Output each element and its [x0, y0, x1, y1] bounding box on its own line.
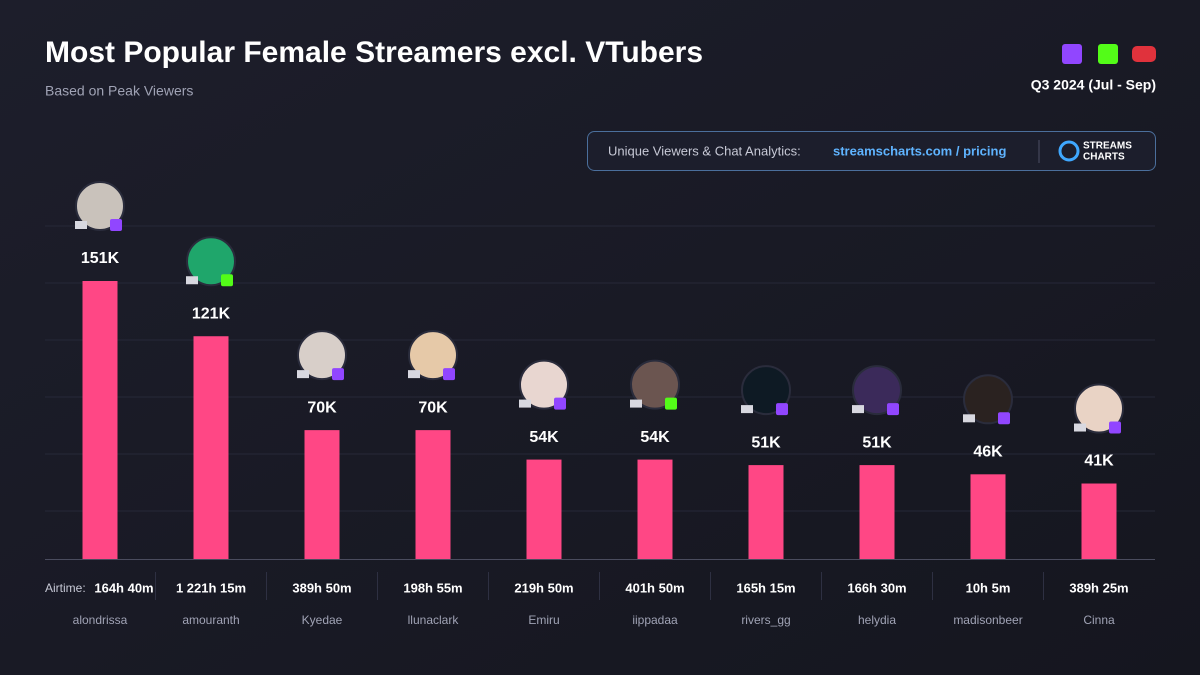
- airtime: 389h 25m: [1069, 580, 1128, 595]
- platform-badge: [998, 412, 1010, 425]
- x-tick-label: rivers_gg: [741, 613, 790, 627]
- flag: [297, 370, 309, 379]
- x-tick-label: Cinna: [1083, 613, 1115, 627]
- platform-badge: [776, 403, 788, 416]
- airtime: 219h 50m: [514, 580, 573, 595]
- avatar: [741, 365, 791, 416]
- bar: [970, 474, 1006, 559]
- flag: [963, 414, 975, 423]
- airtime: 198h 55m: [403, 580, 462, 595]
- x-tick-label: llunaclark: [408, 613, 460, 627]
- bar: [82, 281, 118, 559]
- value-label: 51K: [751, 434, 781, 451]
- twitch-icon: [1062, 44, 1082, 64]
- flag: [741, 405, 753, 414]
- avatar: [963, 374, 1013, 425]
- platform-badge: [554, 397, 566, 410]
- logo-icon: [1058, 140, 1080, 162]
- value-label: 41K: [1084, 453, 1114, 470]
- airtime: 389h 50m: [292, 580, 351, 595]
- logo-text: STREAMS: [1083, 141, 1132, 152]
- value-label: 51K: [862, 434, 892, 451]
- logo-text: CHARTS: [1083, 152, 1125, 163]
- promo-box: [587, 131, 1156, 171]
- avatar: [519, 359, 569, 410]
- airtime: 1 221h 15m: [176, 580, 246, 595]
- promo-link[interactable]: streamscharts.com / pricing: [833, 143, 1006, 158]
- value-label: 70K: [307, 399, 337, 416]
- airtime-label: Airtime:: [45, 581, 86, 595]
- avatar: [852, 365, 902, 416]
- promo-text: Unique Viewers & Chat Analytics:: [608, 143, 801, 158]
- flag: [852, 405, 864, 414]
- x-tick-label: Kyedae: [302, 613, 343, 627]
- avatar: [75, 181, 125, 231]
- flag: [186, 276, 198, 285]
- bar: [637, 459, 673, 559]
- flag: [75, 221, 87, 229]
- bar: [1081, 483, 1117, 559]
- platform-badge: [110, 219, 122, 231]
- x-tick-label: Emiru: [528, 613, 559, 627]
- value-label: 151K: [81, 250, 120, 267]
- bar: [415, 430, 451, 559]
- subtitle: Based on Peak Viewers: [45, 83, 193, 99]
- platform-badge: [1109, 421, 1121, 434]
- bar: [526, 459, 562, 559]
- airtime: 165h 15m: [736, 580, 795, 595]
- platform-badge: [221, 274, 233, 287]
- period: Q3 2024 (Jul - Sep): [1031, 77, 1156, 93]
- platform-badge: [665, 397, 677, 410]
- flag: [630, 399, 642, 408]
- bar: [748, 465, 784, 559]
- value-label: 46K: [973, 444, 1003, 461]
- value-label: 54K: [640, 429, 670, 446]
- flag: [408, 370, 420, 379]
- bar: [193, 336, 229, 559]
- x-tick-label: iippadaa: [632, 613, 678, 627]
- flag: [1074, 423, 1086, 432]
- x-tick-label: amouranth: [182, 613, 239, 627]
- value-label: 121K: [192, 305, 231, 322]
- platform-badge: [443, 368, 455, 381]
- value-label: 54K: [529, 429, 559, 446]
- x-tick-label: helydia: [858, 613, 896, 627]
- platform-badge: [332, 368, 344, 381]
- platform-badge: [887, 403, 899, 416]
- avatar: [186, 236, 236, 287]
- youtube-icon: [1132, 46, 1156, 62]
- airtime: 166h 30m: [847, 580, 906, 595]
- avatar: [297, 330, 347, 381]
- airtime: 164h 40m: [94, 580, 153, 595]
- x-tick-label: madisonbeer: [953, 613, 1022, 627]
- avatar: [1074, 383, 1124, 434]
- chart-title: Most Popular Female Streamers excl. VTub…: [45, 36, 703, 69]
- airtime: 401h 50m: [625, 580, 684, 595]
- avatar: [630, 359, 680, 410]
- x-tick-label: alondrissa: [73, 613, 128, 627]
- bar: [304, 430, 340, 559]
- airtime: 10h 5m: [966, 580, 1011, 595]
- value-label: 70K: [418, 399, 448, 416]
- flag: [519, 399, 531, 408]
- bar: [859, 465, 895, 559]
- avatar: [408, 330, 458, 381]
- kick-icon: [1098, 44, 1118, 64]
